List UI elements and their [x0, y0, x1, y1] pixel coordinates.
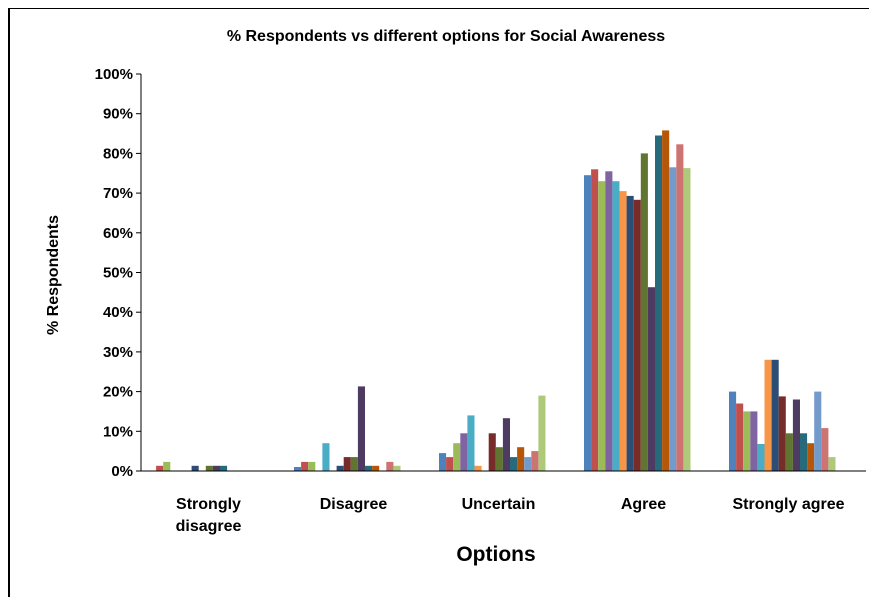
bar [372, 465, 380, 471]
bar [764, 359, 772, 471]
bar [584, 175, 592, 471]
bar [163, 461, 171, 471]
bar [205, 465, 213, 471]
y-tick-label: 90% [103, 106, 133, 123]
category-label: Disagree [320, 496, 388, 513]
y-tick-label: 80% [103, 145, 133, 162]
bar [626, 195, 634, 471]
bar [517, 447, 525, 471]
bar [785, 433, 793, 471]
x-axis-title: Options [456, 543, 535, 566]
bar [393, 465, 401, 471]
bar [446, 457, 454, 471]
bar [357, 386, 365, 471]
y-tick-label: 40% [103, 304, 133, 321]
y-axis-title: % Respondents [45, 215, 62, 335]
category-label: Strongly agree [732, 496, 844, 513]
bar [647, 287, 655, 471]
bar [821, 428, 829, 471]
bar [612, 181, 620, 471]
bar [814, 391, 822, 471]
bar [294, 467, 302, 471]
bar [538, 395, 546, 471]
bar [343, 457, 351, 471]
category-label: Uncertain [462, 496, 536, 513]
y-tick-label: 0% [111, 463, 133, 480]
bar [669, 167, 677, 472]
bar [807, 443, 815, 471]
bar [633, 199, 641, 472]
bar [619, 191, 627, 471]
bar [212, 465, 220, 471]
bar [510, 457, 518, 471]
category-label: Strongly disagree [176, 496, 242, 535]
bar [460, 433, 468, 471]
bar [301, 461, 309, 471]
y-tick-label: 10% [103, 423, 133, 440]
y-tick-label: 60% [103, 225, 133, 242]
bar [605, 171, 613, 472]
bar [750, 411, 758, 471]
category-labels: Strongly disagree Disagree Uncertain Agree St… [176, 496, 845, 535]
bar [778, 396, 786, 471]
bar [736, 403, 744, 471]
bar [220, 465, 228, 471]
y-tick-label: 100% [95, 66, 133, 83]
bar [474, 465, 482, 471]
y-tick-labels: 0% 10% 20% 30% 40% 50% 60% 70% 80% 90% 100% [95, 66, 141, 480]
bar [386, 461, 394, 471]
bar [322, 443, 330, 471]
bar [771, 359, 779, 471]
bar [640, 153, 648, 471]
bar [336, 465, 344, 471]
bar [156, 465, 164, 471]
bar [495, 447, 503, 471]
y-tick-label: 50% [103, 265, 133, 282]
bar [792, 399, 800, 471]
bar [800, 433, 808, 471]
chart-frame: % Respondents vs different options for S… [8, 8, 869, 597]
bar [591, 169, 599, 472]
category-label: Agree [621, 496, 666, 513]
chart-title: % Respondents vs different options for S… [227, 28, 665, 45]
bar [502, 418, 510, 471]
bar [467, 415, 475, 471]
y-tick-label: 30% [103, 344, 133, 361]
bar [757, 444, 765, 471]
bar [439, 453, 447, 471]
y-tick-label: 20% [103, 384, 133, 401]
bar [350, 457, 358, 471]
bar [308, 461, 316, 471]
bars [156, 130, 836, 472]
bar [598, 181, 606, 471]
bar [524, 457, 532, 471]
y-tick-label: 70% [103, 185, 133, 202]
bar [655, 135, 663, 471]
bar [531, 451, 539, 471]
bar [662, 130, 670, 471]
bar-chart: % Respondents vs different options for S… [45, 28, 866, 566]
bar [743, 411, 751, 471]
bar [828, 457, 836, 471]
bar [453, 443, 461, 471]
bar [191, 465, 199, 471]
bar [488, 433, 496, 471]
bar [676, 144, 684, 472]
bar [729, 391, 737, 471]
bar [683, 168, 691, 471]
bar [365, 465, 373, 471]
